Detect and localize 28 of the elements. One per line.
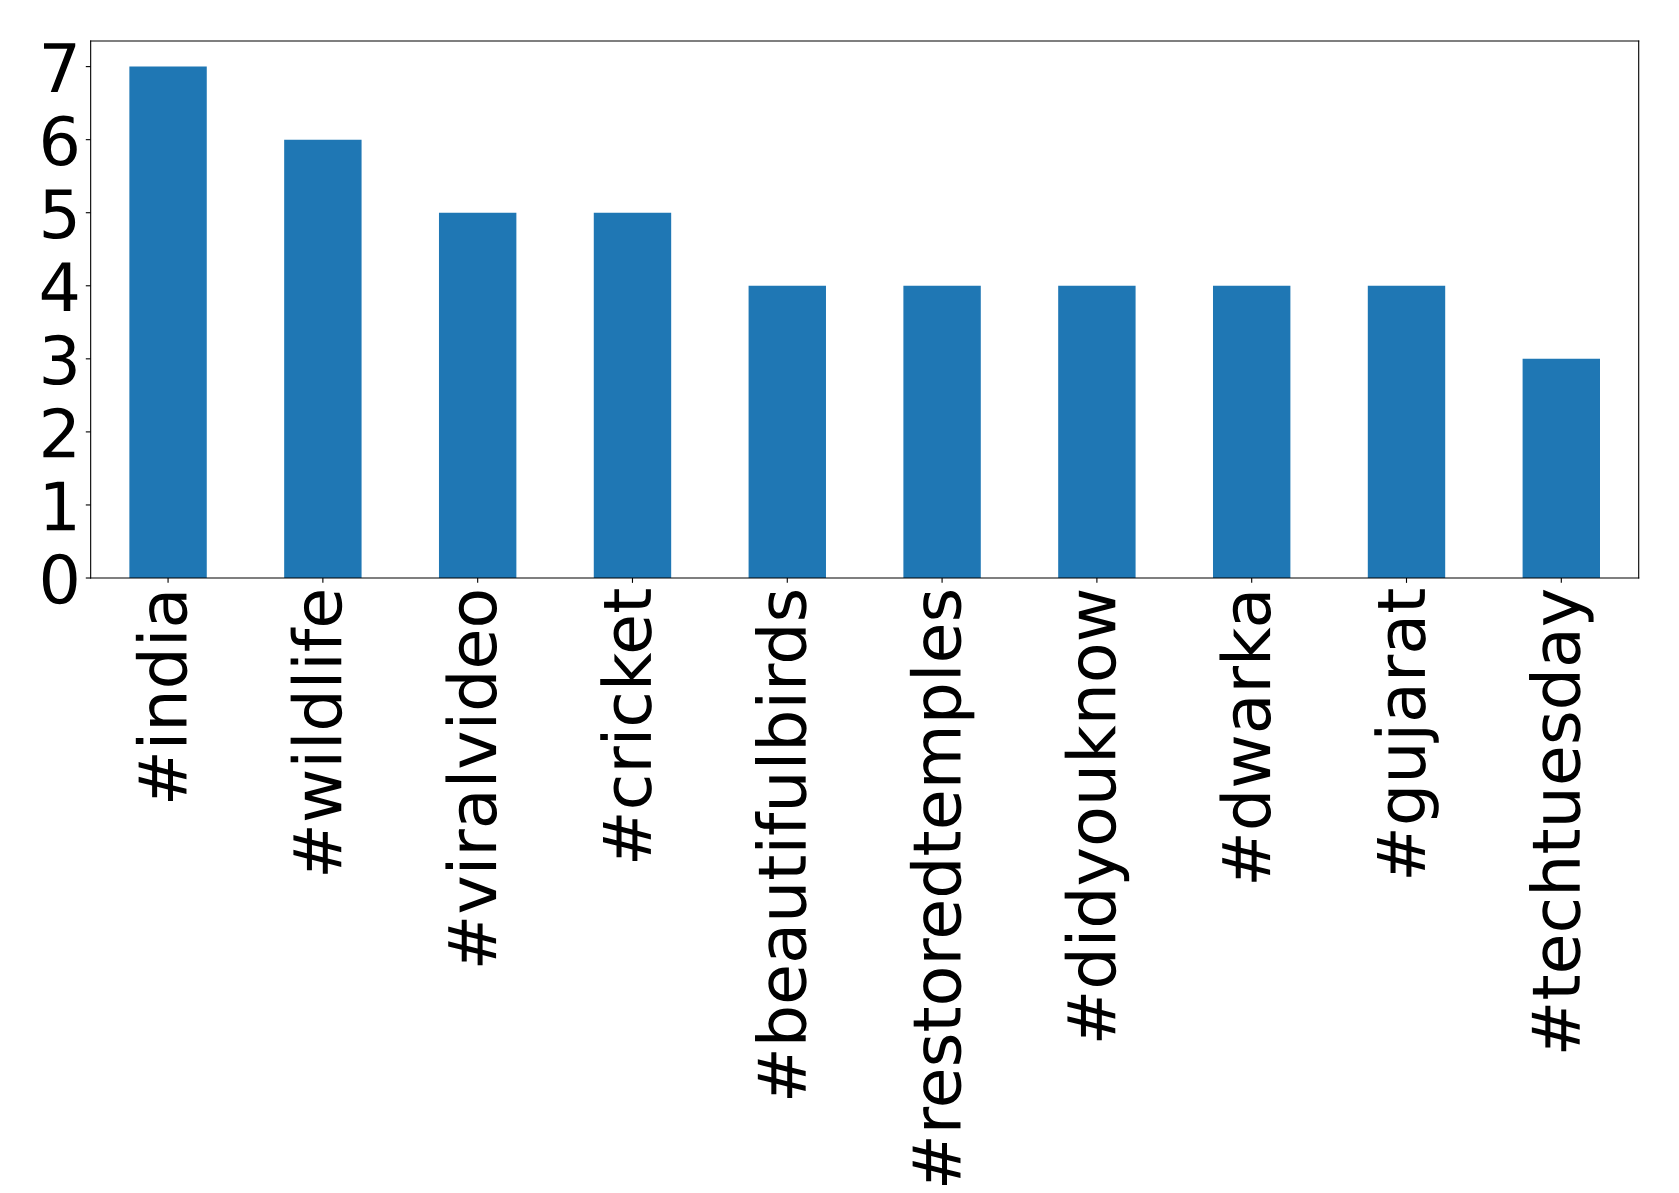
x-tick-label: #techtuesday xyxy=(1529,589,1594,1052)
bar xyxy=(438,212,517,579)
x-tick-label: #dwarka xyxy=(1219,593,1272,882)
x-tick-label: #india xyxy=(135,593,188,801)
x-tick-label: #wildlife xyxy=(290,591,343,874)
bar xyxy=(1367,285,1446,579)
y-tick-label: 7 xyxy=(44,43,76,92)
x-tick-label: #viralvideo xyxy=(445,591,498,966)
y-tick-label: 1 xyxy=(45,481,75,531)
x-tick-label: #gujarat xyxy=(1374,589,1439,877)
bar xyxy=(1058,285,1136,579)
bar xyxy=(284,139,362,579)
bar xyxy=(593,212,672,579)
bar xyxy=(1522,358,1600,579)
x-tick-label: #restoredtemples xyxy=(909,591,975,1185)
y-tick-label: 0 xyxy=(42,553,77,605)
bar xyxy=(129,66,207,579)
y-tick-label: 2 xyxy=(43,407,75,458)
y-tick-label: 4 xyxy=(41,262,78,312)
y-tick-label: 3 xyxy=(43,334,76,386)
x-tick-label: #cricket xyxy=(600,589,652,862)
bar xyxy=(1212,285,1291,579)
x-tick-label: #beautifulbirds xyxy=(755,590,807,1098)
bar xyxy=(903,285,981,579)
y-tick-label: 5 xyxy=(43,189,76,239)
x-tick-label: #didyouknow xyxy=(1064,590,1130,1041)
bar xyxy=(748,285,826,579)
y-tick-label: 6 xyxy=(43,115,77,166)
